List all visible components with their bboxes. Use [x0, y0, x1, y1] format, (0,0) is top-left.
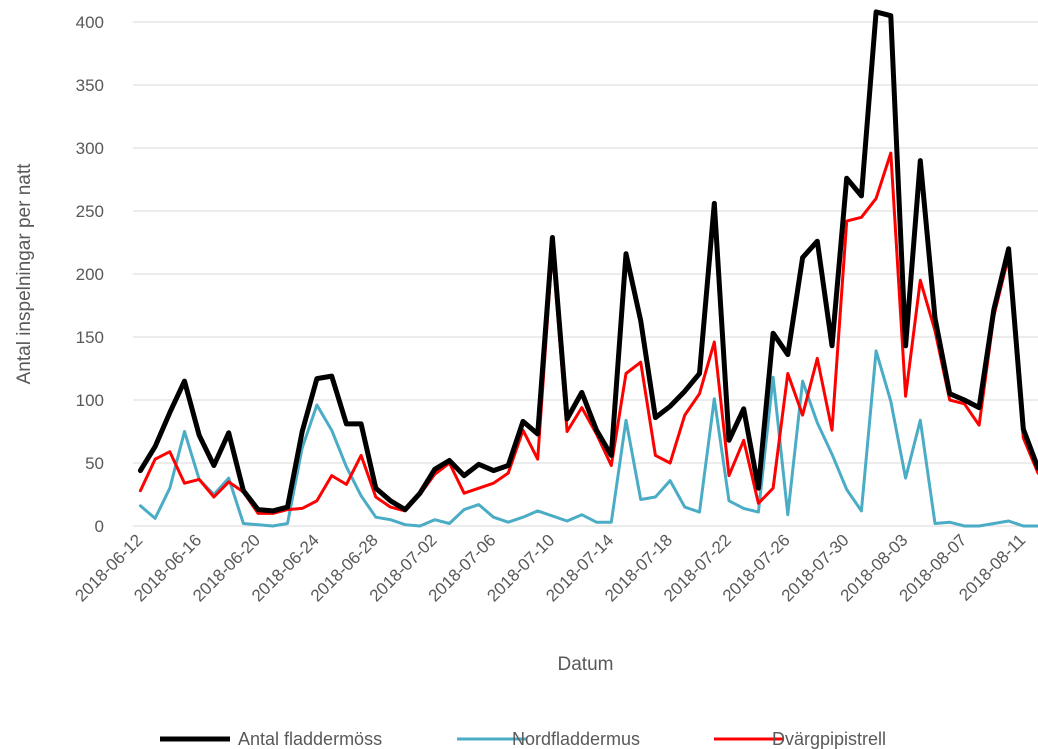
y-tick-label: 0	[95, 517, 104, 536]
y-tick-label: 300	[76, 139, 104, 158]
y-axis-title: Antal inspelningar per natt	[14, 163, 35, 384]
x-axis-title: Datum	[558, 654, 614, 675]
legend-label: Nordfladdermus	[512, 729, 640, 749]
legend: Antal fladdermöss Nordfladdermus Dvärgpipi…	[160, 729, 886, 749]
y-tick-label: 350	[76, 76, 104, 95]
y-tick-label: 200	[76, 265, 104, 284]
y-tick-label: 250	[76, 202, 104, 221]
y-axis-ticks: 0 50 100 150 200 250 300 350 400	[76, 13, 104, 536]
series-lines	[137, 9, 1038, 528]
legend-label: Dvärgpipistrell	[772, 729, 886, 749]
y-tick-label: 100	[76, 391, 104, 410]
gridlines	[133, 21, 1038, 464]
series-line	[137, 9, 1038, 514]
y-tick-label: 400	[76, 13, 104, 32]
legend-label: Antal fladdermöss	[238, 729, 382, 749]
y-tick-label: 50	[85, 454, 104, 473]
series-line	[138, 151, 1038, 515]
y-tick-label: 150	[76, 328, 104, 347]
x-axis-ticks: 2018-06-122018-06-162018-06-202018-06-24…	[71, 531, 1029, 606]
